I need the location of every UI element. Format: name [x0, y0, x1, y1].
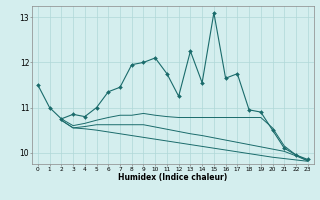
- X-axis label: Humidex (Indice chaleur): Humidex (Indice chaleur): [118, 173, 228, 182]
